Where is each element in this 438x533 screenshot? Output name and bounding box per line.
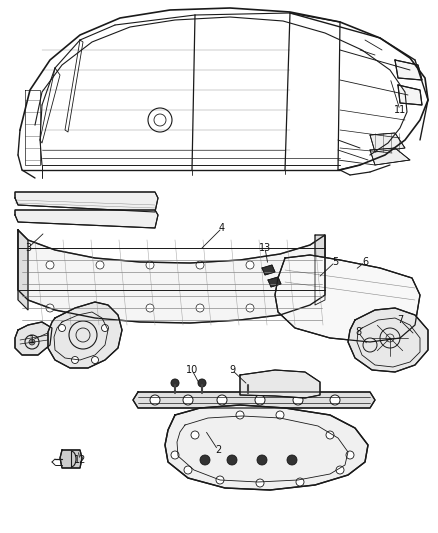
Circle shape [326, 431, 334, 439]
Circle shape [216, 476, 224, 484]
Polygon shape [240, 370, 320, 398]
Circle shape [184, 466, 192, 474]
Text: 12: 12 [74, 455, 86, 465]
Polygon shape [370, 133, 405, 152]
Circle shape [196, 304, 204, 312]
Text: 2: 2 [215, 445, 221, 455]
Polygon shape [15, 210, 158, 228]
Circle shape [29, 339, 35, 345]
Circle shape [296, 478, 304, 486]
Circle shape [256, 479, 264, 487]
Polygon shape [18, 230, 325, 323]
Polygon shape [398, 85, 422, 105]
Circle shape [236, 411, 244, 419]
Circle shape [246, 304, 254, 312]
Text: 3: 3 [25, 243, 31, 253]
Circle shape [257, 455, 267, 465]
Circle shape [200, 455, 210, 465]
Circle shape [255, 395, 265, 405]
Circle shape [146, 261, 154, 269]
Circle shape [291, 261, 299, 269]
Circle shape [336, 466, 344, 474]
Text: 9: 9 [229, 365, 235, 375]
Circle shape [191, 431, 199, 439]
Text: 8: 8 [355, 327, 361, 337]
Circle shape [244, 379, 252, 387]
Circle shape [171, 451, 179, 459]
Polygon shape [165, 405, 368, 490]
Polygon shape [15, 192, 158, 212]
Circle shape [102, 325, 109, 332]
Polygon shape [262, 265, 275, 275]
Circle shape [146, 304, 154, 312]
Circle shape [46, 304, 54, 312]
Text: 1: 1 [29, 335, 35, 345]
Circle shape [92, 357, 99, 364]
Polygon shape [15, 322, 52, 355]
Circle shape [171, 379, 179, 387]
Circle shape [293, 395, 303, 405]
Circle shape [59, 325, 66, 332]
Polygon shape [395, 60, 422, 80]
Text: 10: 10 [186, 365, 198, 375]
Circle shape [96, 304, 104, 312]
Polygon shape [370, 148, 410, 165]
Text: 5: 5 [332, 257, 338, 267]
Polygon shape [268, 277, 281, 287]
Text: 7: 7 [397, 315, 403, 325]
Polygon shape [348, 308, 428, 372]
Text: 4: 4 [219, 223, 225, 233]
Circle shape [346, 451, 354, 459]
Circle shape [246, 261, 254, 269]
Circle shape [227, 455, 237, 465]
Circle shape [46, 261, 54, 269]
Circle shape [291, 304, 299, 312]
Circle shape [96, 261, 104, 269]
Text: 6: 6 [362, 257, 368, 267]
Polygon shape [60, 450, 82, 468]
Circle shape [196, 261, 204, 269]
Circle shape [71, 357, 78, 364]
Circle shape [183, 395, 193, 405]
Circle shape [217, 395, 227, 405]
Polygon shape [315, 235, 325, 305]
Circle shape [276, 411, 284, 419]
Circle shape [150, 395, 160, 405]
Circle shape [198, 379, 206, 387]
Circle shape [330, 395, 340, 405]
Polygon shape [18, 230, 28, 310]
Polygon shape [133, 392, 375, 408]
Polygon shape [275, 255, 420, 342]
Text: 13: 13 [259, 243, 271, 253]
Text: 11: 11 [394, 105, 406, 115]
Circle shape [287, 455, 297, 465]
Polygon shape [48, 302, 122, 368]
